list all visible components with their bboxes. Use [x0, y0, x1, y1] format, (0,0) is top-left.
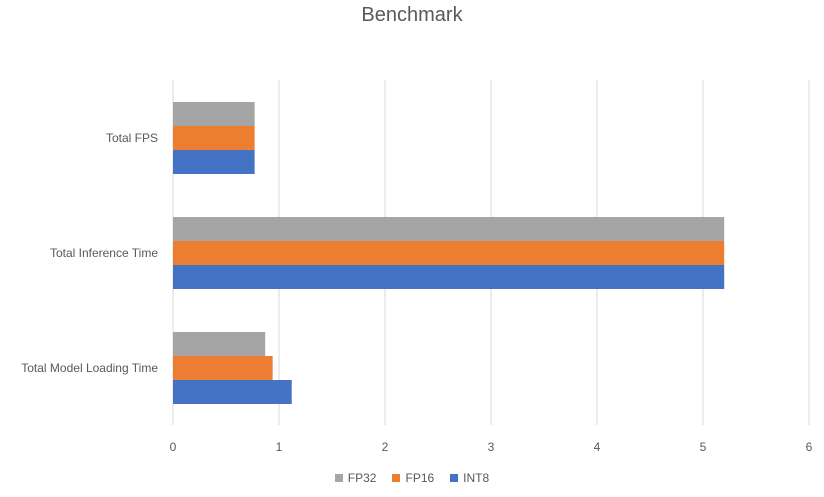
- x-tick-label: 6: [806, 440, 813, 454]
- bar-fp32-0: [173, 102, 255, 126]
- x-tick-label: 1: [276, 440, 283, 454]
- bar-fp32-2: [173, 332, 266, 356]
- bar-int8-1: [173, 265, 725, 289]
- category-label: Total Model Loading Time: [21, 361, 158, 375]
- legend-label: FP32: [347, 471, 377, 485]
- category-label: Total FPS: [106, 131, 158, 145]
- chart-title: Benchmark: [361, 4, 463, 26]
- x-tick-label: 4: [594, 440, 601, 454]
- x-tick-label: 5: [700, 440, 707, 454]
- bar-fp16-0: [173, 126, 255, 150]
- legend-item-fp32: FP32: [334, 471, 377, 485]
- legend-label: FP16: [405, 471, 435, 485]
- x-tick-label: 2: [382, 440, 389, 454]
- legend-swatch: [450, 474, 459, 482]
- category-label: Total Inference Time: [50, 246, 158, 260]
- legend: FP32 FP16 INT8: [0, 471, 824, 485]
- bar-fp16-2: [173, 356, 273, 380]
- legend-label: INT8: [463, 471, 490, 485]
- legend-item-fp16: FP16: [392, 471, 434, 485]
- legend-item-int8: INT8: [450, 471, 489, 485]
- x-tick-label: 0: [170, 440, 177, 454]
- legend-swatch: [334, 474, 343, 482]
- bar-int8-2: [173, 380, 292, 404]
- bar-int8-0: [173, 150, 255, 174]
- x-tick-label: 3: [488, 440, 495, 454]
- bar-fp16-1: [173, 241, 725, 265]
- bar-fp32-1: [173, 217, 725, 241]
- legend-swatch: [392, 474, 401, 482]
